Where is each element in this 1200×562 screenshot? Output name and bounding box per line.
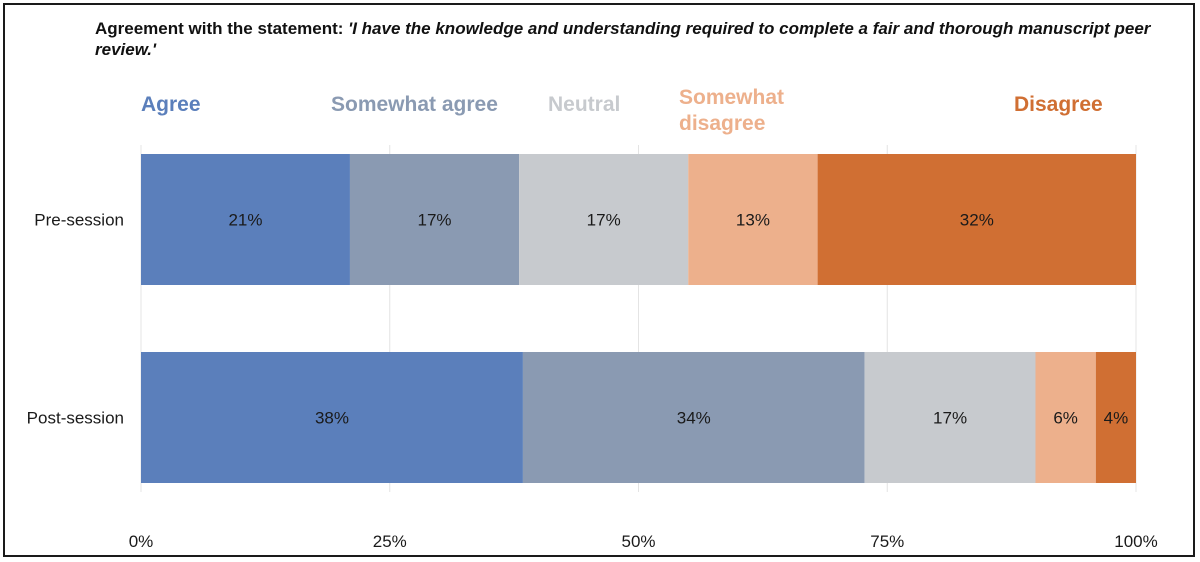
x-tick-label-0: 0% <box>129 532 154 551</box>
category-label-pre-session: Pre-session <box>34 211 124 230</box>
data-label-post-session-neutral: 17% <box>933 409 967 428</box>
category-label-post-session: Post-session <box>27 409 124 428</box>
chart-title: Agreement with the statement: 'I have th… <box>95 18 1185 60</box>
data-label-post-session-somewhat-disagree: 6% <box>1053 409 1078 428</box>
bar-post-session-agree <box>141 352 523 483</box>
data-label-post-session-agree: 38% <box>315 409 349 428</box>
data-label-pre-session-somewhat-disagree: 13% <box>736 211 770 230</box>
bar-post-session-somewhat-disagree <box>1035 352 1096 483</box>
bar-pre-session-somewhat-disagree <box>688 154 818 285</box>
legend-somewhat-disagree: Somewhat disagree <box>679 86 784 135</box>
bar-pre-session-agree <box>141 154 350 285</box>
data-label-pre-session-neutral: 17% <box>587 211 621 230</box>
legend-somewhat-agree: Somewhat agree <box>331 93 498 116</box>
bar-pre-session-disagree <box>817 154 1136 285</box>
data-label-pre-session-somewhat-agree: 17% <box>418 211 452 230</box>
title-prefix: Agreement with the statement: <box>95 19 344 38</box>
bar-pre-session-neutral <box>519 154 689 285</box>
x-tick-label-4: 100% <box>1114 532 1157 551</box>
x-tick-label-2: 50% <box>621 532 655 551</box>
data-label-pre-session-agree: 21% <box>228 211 262 230</box>
title-statement: 'I have the knowledge and understanding … <box>95 19 1151 59</box>
legend-agree: Agree <box>141 93 201 116</box>
legend-disagree: Disagree <box>1014 93 1103 116</box>
bar-pre-session-somewhat-agree <box>349 154 520 285</box>
data-label-pre-session-disagree: 32% <box>960 211 994 230</box>
x-tick-label-1: 25% <box>373 532 407 551</box>
bar-post-session-somewhat-agree <box>522 352 865 483</box>
data-label-post-session-somewhat-agree: 34% <box>677 409 711 428</box>
bar-post-session-disagree <box>1095 352 1136 483</box>
legend-neutral: Neutral <box>548 93 620 116</box>
x-tick-label-3: 75% <box>870 532 904 551</box>
bar-post-session-neutral <box>864 352 1036 483</box>
data-label-post-session-disagree: 4% <box>1104 409 1129 428</box>
